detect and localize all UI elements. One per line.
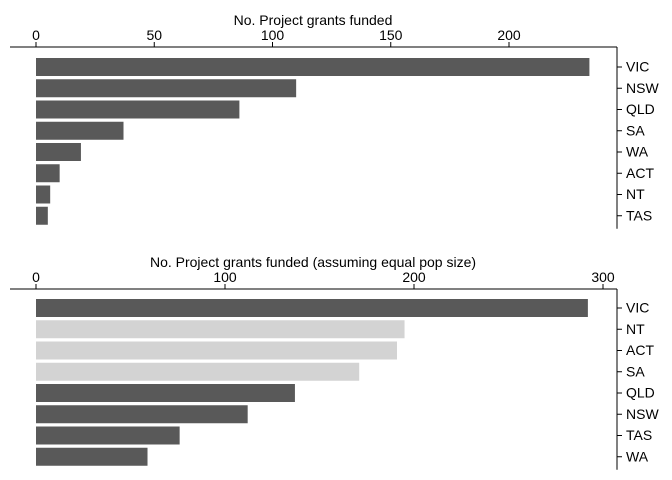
bar-act — [36, 341, 397, 360]
category-label: NSW — [626, 80, 659, 96]
x-tick-label: 0 — [32, 27, 40, 43]
x-tick-label: 200 — [497, 27, 521, 43]
bar-nsw — [36, 405, 248, 424]
bar-nt — [36, 185, 51, 204]
category-label: ACT — [626, 342, 654, 358]
x-tick-label: 100 — [213, 269, 237, 285]
x-tick-label: 200 — [402, 269, 426, 285]
category-label: QLD — [626, 101, 655, 117]
bar-tas — [36, 206, 48, 225]
chart-title: No. Project grants funded — [234, 12, 393, 28]
bar-nsw — [36, 79, 297, 98]
category-label: TAS — [626, 427, 652, 443]
bar-vic — [36, 58, 590, 76]
x-tick-label: 150 — [379, 27, 403, 43]
chart-title: No. Project grants funded (assuming equa… — [150, 254, 476, 270]
category-label: SA — [626, 363, 645, 379]
bar-vic — [36, 299, 588, 317]
category-label: VIC — [626, 300, 649, 316]
bar-nt — [36, 320, 405, 339]
category-label: NSW — [626, 406, 659, 422]
bar-qld — [36, 384, 295, 402]
category-label: TAS — [626, 207, 652, 223]
x-tick-label: 0 — [32, 269, 40, 285]
x-tick-label: 300 — [591, 269, 615, 285]
category-label: ACT — [626, 165, 654, 181]
chart-project-grants-equal-pop: No. Project grants funded (assuming equa… — [10, 254, 659, 470]
bar-qld — [36, 100, 240, 119]
bar-sa — [36, 362, 360, 381]
chart-project-grants: No. Project grants funded 0 50 100 150 200 VI… — [10, 12, 659, 229]
bar-tas — [36, 426, 180, 445]
category-label: SA — [626, 122, 645, 138]
x-tick-label: 100 — [261, 27, 285, 43]
bar-act — [36, 164, 60, 183]
bar-sa — [36, 121, 124, 140]
bar-wa — [36, 143, 81, 161]
category-label: WA — [626, 448, 649, 464]
bar-wa — [36, 447, 148, 466]
category-label: QLD — [626, 385, 655, 401]
category-label: NT — [626, 321, 645, 337]
category-label: WA — [626, 144, 649, 160]
category-label: VIC — [626, 59, 649, 75]
x-tick-label: 50 — [146, 27, 162, 43]
category-label: NT — [626, 186, 645, 202]
